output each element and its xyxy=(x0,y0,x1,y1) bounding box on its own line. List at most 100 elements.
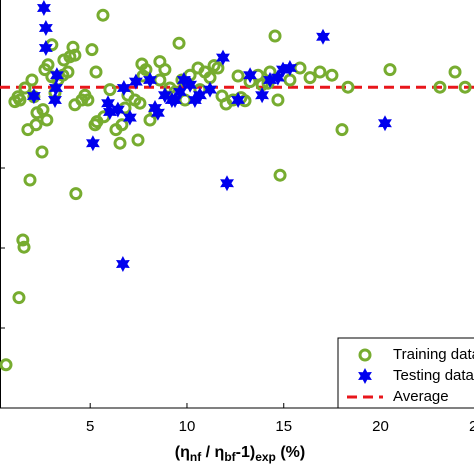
star-marker xyxy=(148,100,162,116)
circle-marker xyxy=(313,65,327,79)
star-marker xyxy=(143,72,157,88)
star-marker xyxy=(220,175,234,192)
circle-marker xyxy=(40,113,54,127)
circle-marker xyxy=(448,65,462,79)
circle-marker xyxy=(81,93,95,107)
circle-marker xyxy=(103,83,117,97)
circle-marker xyxy=(203,71,217,85)
circle-marker xyxy=(133,96,147,110)
circle-marker xyxy=(89,65,103,79)
circle-marker xyxy=(68,98,82,112)
star-marker xyxy=(38,20,53,36)
star-marker xyxy=(26,88,41,104)
circle-marker xyxy=(303,71,317,85)
circle-marker xyxy=(139,63,153,77)
circle-marker xyxy=(273,168,287,182)
circle-marker xyxy=(16,233,30,247)
star-marker xyxy=(116,80,131,96)
star-marker xyxy=(216,49,230,66)
circle-marker xyxy=(18,81,32,95)
circle-marker xyxy=(271,93,285,107)
star-marker xyxy=(243,67,257,84)
x-axis-label-part: -1) xyxy=(236,444,256,461)
circle-marker xyxy=(458,80,472,94)
star-marker xyxy=(122,109,137,126)
legend-marker xyxy=(358,348,372,362)
star-marker xyxy=(231,92,245,108)
star-marker xyxy=(128,73,143,90)
circle-marker xyxy=(335,123,349,137)
circle-marker xyxy=(325,68,339,82)
legend-marker xyxy=(358,368,372,384)
star-marker xyxy=(49,80,63,96)
star-marker xyxy=(378,115,392,132)
circle-marker xyxy=(172,36,186,50)
circle-marker xyxy=(69,187,83,201)
circle-marker xyxy=(11,90,25,104)
star-marker xyxy=(283,60,297,76)
circle-marker xyxy=(21,123,35,137)
star-marker xyxy=(271,69,285,86)
legend-label: Testing data xyxy=(393,367,474,384)
circle-marker xyxy=(433,80,447,94)
legend-label: Average xyxy=(393,388,449,405)
x-axis-label-part: (%) xyxy=(276,444,305,461)
x-axis-label: (ηnf / ηbf-1)exp (%) xyxy=(175,444,305,464)
circle-marker xyxy=(35,145,49,159)
star-marker xyxy=(255,87,269,104)
star-marker xyxy=(38,40,53,56)
x-axis-label-part: / η xyxy=(201,444,224,461)
circle-marker xyxy=(41,58,55,72)
circle-marker xyxy=(17,240,31,254)
star-marker xyxy=(86,135,100,152)
star-marker xyxy=(151,104,165,121)
x-axis-label-part: (η xyxy=(175,444,190,461)
circle-marker xyxy=(0,358,13,372)
circle-marker xyxy=(66,40,80,54)
star-marker xyxy=(183,76,197,93)
x-tick-label: 10 xyxy=(179,418,196,435)
star-marker xyxy=(158,87,172,104)
circle-marker xyxy=(36,103,50,117)
star-marker xyxy=(101,95,115,112)
star-marker xyxy=(173,84,187,100)
circle-marker xyxy=(57,53,71,67)
circle-marker xyxy=(341,80,355,94)
x-tick-label: 20 xyxy=(372,418,389,435)
circle-marker xyxy=(96,8,110,22)
x-axis-label-part: exp xyxy=(255,450,276,464)
circle-marker xyxy=(153,73,167,87)
star-marker xyxy=(110,101,125,118)
circle-marker xyxy=(383,63,397,77)
x-axis-label-part: nf xyxy=(190,450,202,464)
star-marker xyxy=(48,92,62,108)
circle-marker xyxy=(12,291,26,305)
star-marker xyxy=(263,72,277,88)
circle-marker xyxy=(25,73,39,87)
star-marker xyxy=(276,61,290,78)
legend-label: Training data xyxy=(393,346,474,363)
circle-marker xyxy=(85,43,99,57)
star-marker xyxy=(193,87,207,104)
x-tick-label: 15 xyxy=(275,418,292,435)
star-marker xyxy=(188,92,202,108)
star-marker xyxy=(203,81,217,98)
circle-marker xyxy=(268,29,282,43)
star-marker xyxy=(50,67,64,84)
star-marker xyxy=(116,256,130,272)
star-marker xyxy=(168,92,182,108)
star-marker xyxy=(37,0,51,16)
circle-marker xyxy=(231,69,245,83)
circle-marker xyxy=(283,73,297,87)
star-marker xyxy=(316,28,330,45)
circle-marker xyxy=(113,136,127,150)
star-marker xyxy=(103,104,117,120)
x-tick-label: 5 xyxy=(86,418,94,435)
circle-marker xyxy=(68,48,82,62)
circle-marker xyxy=(293,61,307,75)
star-marker xyxy=(176,72,191,88)
x-tick-label: 25 xyxy=(469,418,474,435)
x-axis-label-part: bf xyxy=(224,450,236,464)
